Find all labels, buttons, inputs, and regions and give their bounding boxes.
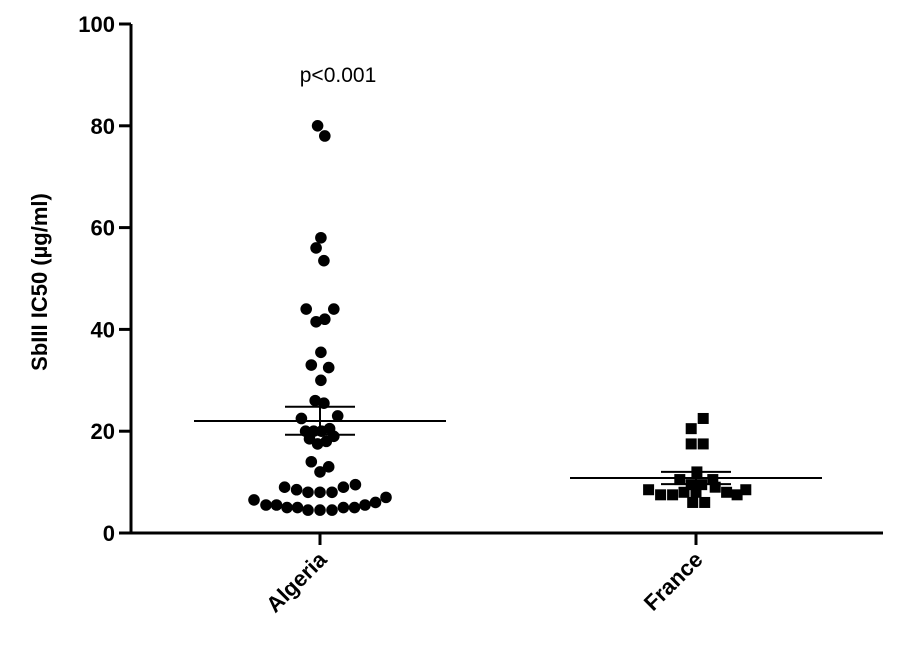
data-points (248, 120, 752, 516)
data-point-france-10 (655, 489, 667, 501)
data-point-france-9 (643, 484, 655, 496)
data-point-algeria-34 (349, 478, 362, 491)
data-point-algeria-7 (310, 315, 322, 328)
data-point-algeria-0 (311, 120, 324, 132)
data-point-algeria-43 (337, 501, 350, 514)
y-axis-ticks: 0 20 40 60 80 100 (78, 12, 131, 546)
data-point-algeria-1 (319, 130, 331, 142)
data-point-algeria-44 (348, 501, 361, 514)
data-point-algeria-40 (302, 504, 314, 516)
data-point-algeria-26 (322, 461, 335, 473)
data-point-france-5 (674, 474, 686, 486)
data-point-algeria-15 (295, 412, 308, 425)
p-value-annotation: p<0.001 (300, 64, 377, 87)
x-axis-ticks: Algeria France (261, 533, 708, 617)
data-point-algeria-33 (337, 481, 350, 493)
data-point-algeria-12 (315, 374, 327, 387)
data-point-algeria-4 (318, 254, 330, 267)
data-point-algeria-30 (302, 486, 314, 499)
y-tick-label-3: 60 (91, 216, 115, 241)
data-point-france-14 (709, 481, 721, 493)
data-point-france-3 (697, 438, 709, 450)
data-point-algeria-39 (291, 501, 304, 514)
data-point-algeria-38 (281, 501, 293, 514)
data-point-algeria-29 (290, 483, 303, 496)
data-point-france-16 (731, 489, 743, 501)
data-point-algeria-37 (270, 499, 283, 511)
y-tick-label-2: 40 (91, 317, 115, 342)
data-point-france-19 (699, 496, 711, 508)
data-point-algeria-11 (322, 361, 335, 374)
y-tick-label-4: 80 (91, 114, 115, 139)
y-tick-label-0: 0 (103, 521, 115, 546)
data-point-algeria-36 (260, 499, 272, 511)
data-point-algeria-46 (369, 496, 382, 509)
data-point-algeria-32 (326, 486, 338, 499)
data-point-algeria-6 (328, 303, 340, 315)
data-point-algeria-47 (380, 491, 392, 504)
data-point-algeria-42 (326, 504, 338, 516)
data-point-algeria-25 (305, 455, 318, 468)
data-point-algeria-35 (248, 494, 260, 506)
data-point-algeria-24 (328, 430, 340, 443)
data-point-algeria-31 (314, 486, 326, 499)
y-tick-label-5: 100 (78, 12, 115, 37)
data-point-france-1 (685, 423, 697, 435)
data-point-france-11 (667, 489, 679, 501)
y-tick-label-1: 20 (91, 419, 115, 444)
data-point-france-15 (721, 486, 733, 498)
data-point-algeria-2 (315, 231, 327, 244)
summary-statistics (194, 405, 822, 486)
data-point-algeria-22 (311, 438, 324, 450)
x-tick-label-1: France (639, 547, 708, 616)
data-point-algeria-3 (310, 242, 322, 254)
data-point-algeria-10 (305, 359, 318, 371)
data-point-algeria-13 (309, 394, 322, 407)
data-point-france-0 (697, 412, 709, 424)
data-point-algeria-9 (315, 346, 327, 359)
data-point-france-13 (690, 486, 702, 498)
data-point-algeria-28 (278, 481, 291, 493)
data-point-france-2 (685, 438, 697, 450)
data-point-algeria-45 (359, 499, 371, 511)
data-point-france-17 (740, 484, 752, 496)
data-point-algeria-27 (314, 466, 326, 478)
data-point-algeria-16 (331, 410, 344, 422)
data-point-algeria-5 (300, 303, 313, 315)
x-tick-label-0: Algeria (261, 546, 332, 617)
data-point-france-12 (678, 486, 690, 498)
data-point-france-18 (687, 496, 699, 508)
data-point-france-6 (707, 474, 719, 486)
data-point-algeria-41 (314, 504, 326, 516)
y-axis-title: SbIII IC50 (µg/ml) (27, 193, 52, 371)
data-point-algeria-8 (319, 313, 331, 326)
